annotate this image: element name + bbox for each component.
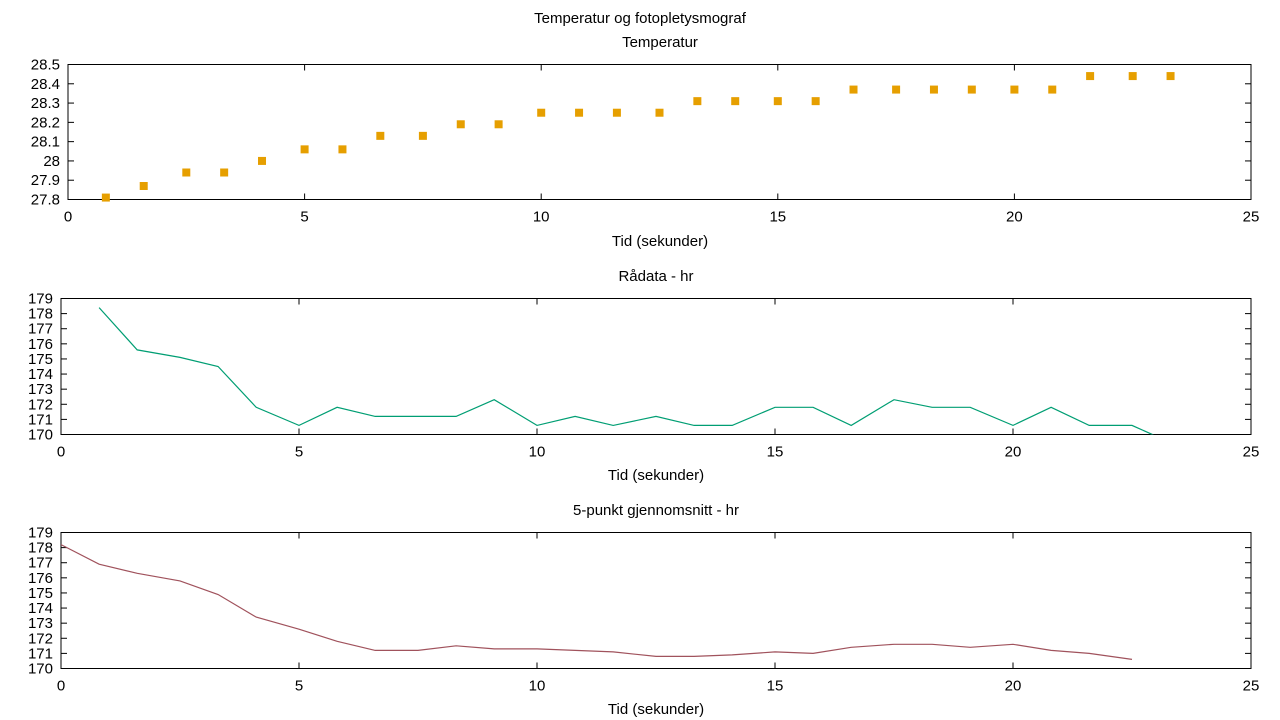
data-point [456,120,465,129]
x-tick-label: 0 [57,444,65,461]
data-point [220,168,229,177]
y-tick-label: 28.5 [31,57,60,74]
data-marks-raw-hr [98,307,1154,435]
y-tick-label: 170 [28,427,53,444]
x-tick-label: 25 [1243,444,1260,461]
x-axis-label-avg-hr: Tid (sekunder) [608,701,704,718]
data-point [1166,72,1175,81]
x-tick-label: 0 [57,678,65,695]
data-point [418,131,427,140]
y-tick-label: 174 [28,366,53,383]
plot-frame-avg-hr [60,532,1252,669]
data-point [892,85,901,94]
y-tick-label: 171 [28,645,53,662]
chart-panel-raw-hr: Rådata - hr 0 5 10 15 20 25 170171172173174175… [28,268,1259,484]
series-line-avg-hr [61,544,1133,660]
chart-title-temperature: Temperatur [622,34,698,51]
y-tick-label: 171 [28,411,53,428]
y-tick-label: 178 [28,306,53,323]
x-tick-label: 25 [1243,209,1260,226]
data-point [1128,72,1137,81]
y-tick-label: 28.4 [31,76,60,93]
y-tick-label: 177 [28,555,53,572]
chart-title-raw-hr: Rådata - hr [618,268,693,285]
x-tick-label: 20 [1005,678,1022,695]
y-tick-label: 174 [28,600,53,617]
data-point [101,193,110,202]
chart-panel-avg-hr: 5-punkt gjennomsnitt - hr 0 5 10 15 20 251701… [28,502,1259,718]
x-tick-label: 15 [767,444,784,461]
plot-frame-raw-hr [60,298,1252,435]
data-point [773,97,782,106]
x-tick-label: 0 [64,209,72,226]
data-point [693,97,702,106]
y-tick-label: 173 [28,381,53,398]
data-point [139,182,148,190]
y-tick-label: 179 [28,291,53,308]
data-marks-temperature [101,72,1175,202]
data-point [376,131,385,140]
x-tick-label: 25 [1243,678,1260,695]
data-point [655,108,664,117]
series-line-raw-hr [98,307,1154,435]
plot-frame-temperature [67,64,1252,200]
data-point [612,108,621,117]
figure-title: Temperatur og fotopletysmograf [534,10,747,27]
x-tick-label: 10 [529,444,546,461]
data-point [967,85,976,94]
x-tick-label: 20 [1005,444,1022,461]
x-tick-label: 10 [529,678,546,695]
y-tick-label: 177 [28,321,53,338]
y-tick-label: 27.9 [31,172,60,189]
data-point [258,156,267,165]
y-tick-label: 173 [28,615,53,632]
y-tick-label: 27.8 [31,192,60,209]
data-point [182,168,191,177]
x-axis-label-temperature: Tid (sekunder) [612,233,708,250]
y-tick-label: 175 [28,585,53,602]
x-tick-label: 10 [533,209,550,226]
data-point [731,97,740,106]
data-point [300,145,309,154]
x-tick-label: 5 [295,444,303,461]
x-tick-label: 5 [295,678,303,695]
y-tick-label: 28.3 [31,95,60,112]
axis-ticks-temperature: 0 5 10 15 20 25 27.8 27.9 28 28.1 28.2 28.3 28.4 28.5 [31,57,1260,226]
x-tick-label: 15 [769,209,786,226]
data-point [1010,85,1019,94]
data-marks-avg-hr [61,544,1133,660]
data-point [849,85,858,94]
chart-panel-temperature: Temperatur 0 5 10 15 20 25 27.8 27.9 28 28.1 28.2 2… [31,34,1260,250]
y-tick-label: 176 [28,570,53,587]
data-point [1048,85,1057,94]
x-tick-label: 20 [1006,209,1023,226]
y-tick-label: 175 [28,351,53,368]
y-tick-label: 28.1 [31,134,60,151]
y-tick-label: 170 [28,661,53,678]
x-tick-label: 5 [300,209,308,226]
x-axis-label-raw-hr: Tid (sekunder) [608,467,704,484]
y-tick-label: 172 [28,630,53,647]
data-point [537,108,546,117]
y-tick-label: 172 [28,396,53,413]
chart-title-avg-hr: 5-punkt gjennomsnitt - hr [573,502,739,519]
y-tick-label: 176 [28,336,53,353]
data-point [1086,72,1095,81]
y-tick-label: 178 [28,540,53,557]
data-point [575,108,584,117]
data-point [929,85,938,94]
data-point [338,145,347,154]
x-tick-label: 15 [767,678,784,695]
data-point [811,97,820,106]
data-point [494,120,503,129]
y-tick-label: 179 [28,525,53,542]
y-tick-label: 28.2 [31,114,60,131]
y-tick-label: 28 [43,153,60,170]
